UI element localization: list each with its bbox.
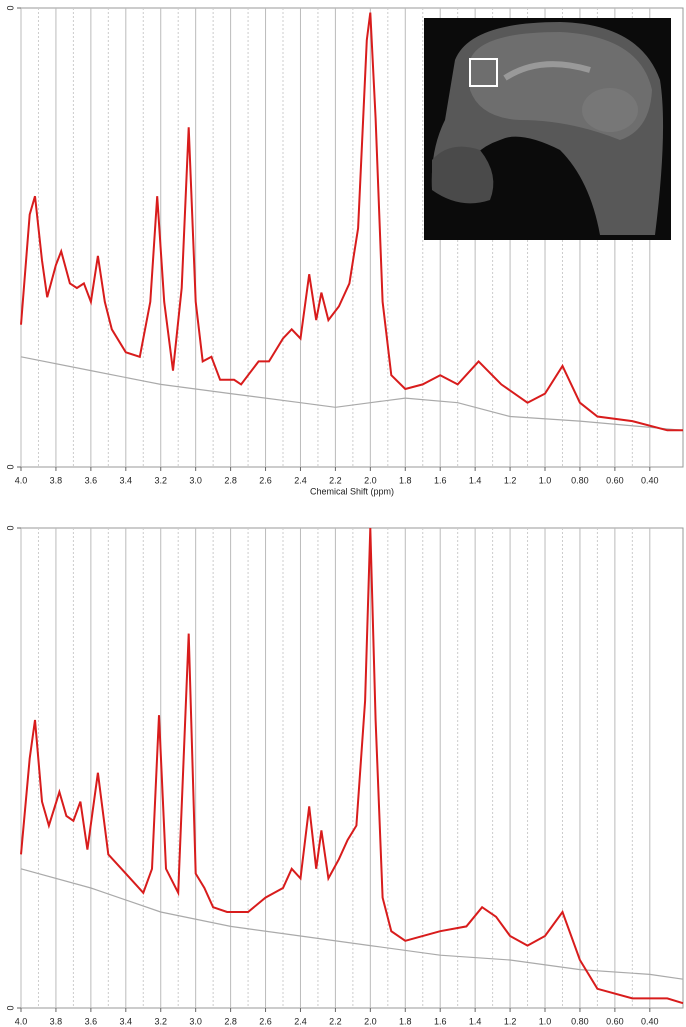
- x-tick-label: 3.2: [154, 475, 167, 485]
- spectrum-line: [20, 356, 684, 431]
- x-tick-label: 0.40: [641, 475, 659, 485]
- y-tick-label: 0: [5, 464, 15, 469]
- plot-frame: [20, 527, 684, 1009]
- x-tick-label: 2.8: [224, 1016, 237, 1026]
- y-tick-label: 0: [5, 1005, 15, 1010]
- x-tick-label: 1.2: [504, 1016, 517, 1026]
- x-tick-label: 1.4: [469, 475, 482, 485]
- x-tick-label: 0.80: [571, 1016, 589, 1026]
- mri-face: [432, 146, 494, 204]
- x-tick-label: 2.6: [259, 1016, 272, 1026]
- x-tick-label: 2.2: [329, 1016, 342, 1026]
- x-tick-label: 3.6: [85, 475, 98, 485]
- x-tick-label: 0.40: [641, 1016, 659, 1026]
- voxel-box: [469, 58, 498, 87]
- x-tick-label: 0.80: [571, 475, 589, 485]
- spectrum-line: [20, 12, 683, 432]
- y-tick-label: 0: [5, 5, 15, 10]
- x-tick-label: 0.60: [606, 1016, 624, 1026]
- x-tick-label: 3.8: [50, 1016, 63, 1026]
- x-tick-label: 3.4: [120, 475, 133, 485]
- x-tick-label: 1.0: [539, 1016, 552, 1026]
- x-tick-label: 2.8: [224, 475, 237, 485]
- mri-cerebellum: [582, 88, 638, 132]
- x-tick-label: 2.0: [364, 1016, 377, 1026]
- x-tick-label: 1.0: [539, 475, 552, 485]
- spectrum-line: [20, 868, 684, 980]
- x-tick-label: 1.8: [399, 475, 412, 485]
- spectrum-line: [20, 527, 684, 1005]
- x-tick-label: 3.0: [189, 475, 202, 485]
- mri-corpus: [503, 61, 591, 81]
- x-tick-label: 2.4: [294, 475, 307, 485]
- x-tick-label: 3.4: [120, 1016, 133, 1026]
- x-tick-label: 1.8: [399, 1016, 412, 1026]
- x-tick-label: 4.0: [15, 1016, 28, 1026]
- x-tick-label: 3.8: [50, 475, 63, 485]
- x-tick-label: 2.0: [364, 475, 377, 485]
- y-tick-label: 0: [5, 525, 15, 530]
- x-tick-label: 3.0: [189, 1016, 202, 1026]
- x-tick-label: 3.6: [85, 1016, 98, 1026]
- mri-inset: [424, 18, 671, 240]
- x-axis-label: Chemical Shift (ppm): [310, 486, 394, 496]
- x-tick-label: 4.0: [15, 475, 28, 485]
- x-tick-label: 1.6: [434, 475, 447, 485]
- x-tick-label: 1.6: [434, 1016, 447, 1026]
- x-tick-label: 2.4: [294, 1016, 307, 1026]
- x-tick-label: 2.2: [329, 475, 342, 485]
- x-tick-label: 3.2: [154, 1016, 167, 1026]
- x-tick-label: 1.2: [504, 475, 517, 485]
- x-tick-label: 0.60: [606, 475, 624, 485]
- x-tick-label: 1.4: [469, 1016, 482, 1026]
- x-tick-label: 2.6: [259, 475, 272, 485]
